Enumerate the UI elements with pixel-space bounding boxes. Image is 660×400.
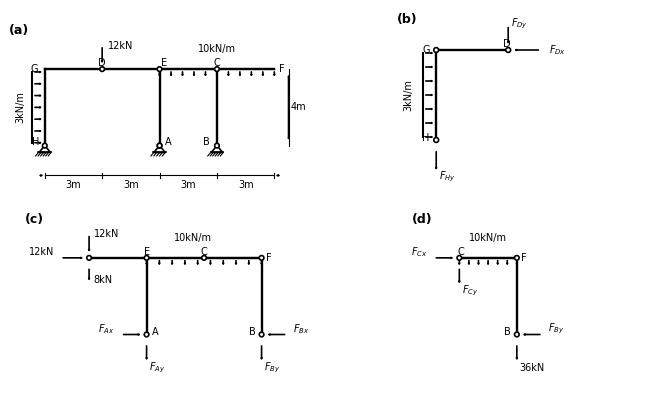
Text: (d): (d)	[412, 213, 432, 226]
Text: C: C	[201, 247, 207, 257]
Circle shape	[259, 256, 264, 260]
Text: $F_{Bx}$: $F_{Bx}$	[293, 322, 310, 336]
Text: C: C	[457, 247, 464, 257]
Circle shape	[457, 256, 461, 260]
Text: $F_{By}$: $F_{By}$	[265, 361, 280, 375]
Text: A: A	[152, 327, 159, 337]
Text: B: B	[203, 137, 210, 147]
Text: (c): (c)	[25, 213, 44, 226]
Text: $F_{Dy}$: $F_{Dy}$	[512, 16, 528, 31]
Text: D: D	[98, 58, 106, 68]
Text: 4m: 4m	[290, 102, 306, 112]
Text: F: F	[521, 253, 527, 263]
Text: H: H	[32, 137, 39, 147]
Circle shape	[214, 143, 219, 148]
Text: G: G	[422, 45, 430, 55]
Circle shape	[506, 48, 511, 52]
Text: 12kN: 12kN	[94, 229, 119, 239]
Text: G: G	[30, 64, 38, 74]
Text: E: E	[160, 58, 167, 68]
Text: $F_{By}$: $F_{By}$	[548, 322, 565, 336]
Text: 8kN: 8kN	[94, 275, 113, 285]
Circle shape	[145, 256, 149, 260]
Text: F: F	[266, 253, 272, 263]
Circle shape	[202, 256, 207, 260]
Text: 3kN/m: 3kN/m	[404, 79, 414, 111]
Circle shape	[515, 332, 519, 337]
Text: 36kN: 36kN	[519, 363, 545, 373]
Text: $F_{Dx}$: $F_{Dx}$	[549, 43, 566, 57]
Text: 3m: 3m	[123, 180, 139, 190]
Circle shape	[157, 143, 162, 148]
Text: 10kN/m: 10kN/m	[469, 233, 507, 243]
Circle shape	[214, 67, 219, 72]
Text: 10kN/m: 10kN/m	[174, 233, 212, 243]
Text: 10kN/m: 10kN/m	[198, 44, 236, 54]
Text: $F_{Ax}$: $F_{Ax}$	[98, 322, 114, 336]
Text: (b): (b)	[397, 14, 418, 26]
Circle shape	[100, 67, 104, 72]
Text: $F_{Ay}$: $F_{Ay}$	[149, 361, 166, 375]
Text: B: B	[504, 327, 511, 337]
Text: E: E	[143, 247, 150, 257]
Circle shape	[145, 332, 149, 337]
Text: F: F	[279, 64, 284, 74]
Text: D: D	[503, 39, 511, 49]
Text: (a): (a)	[9, 24, 29, 37]
Text: $F_{Hy}$: $F_{Hy}$	[439, 170, 456, 184]
Text: H: H	[422, 133, 429, 143]
Text: $F_{Cx}$: $F_{Cx}$	[411, 245, 427, 259]
Text: 12kN: 12kN	[108, 41, 133, 51]
Circle shape	[42, 143, 47, 148]
Text: C: C	[214, 58, 220, 68]
Text: 3kN/m: 3kN/m	[16, 92, 26, 123]
Circle shape	[259, 332, 264, 337]
Circle shape	[86, 256, 91, 260]
Circle shape	[157, 143, 162, 148]
Text: $F_{Cy}$: $F_{Cy}$	[462, 284, 478, 298]
Text: 12kN: 12kN	[29, 247, 55, 257]
Circle shape	[434, 138, 439, 142]
Text: A: A	[165, 137, 172, 147]
Circle shape	[157, 67, 162, 72]
Circle shape	[515, 256, 519, 260]
Text: 3m: 3m	[180, 180, 196, 190]
Text: 3m: 3m	[65, 180, 81, 190]
Text: 3m: 3m	[238, 180, 253, 190]
Circle shape	[434, 48, 439, 52]
Text: B: B	[249, 327, 256, 337]
